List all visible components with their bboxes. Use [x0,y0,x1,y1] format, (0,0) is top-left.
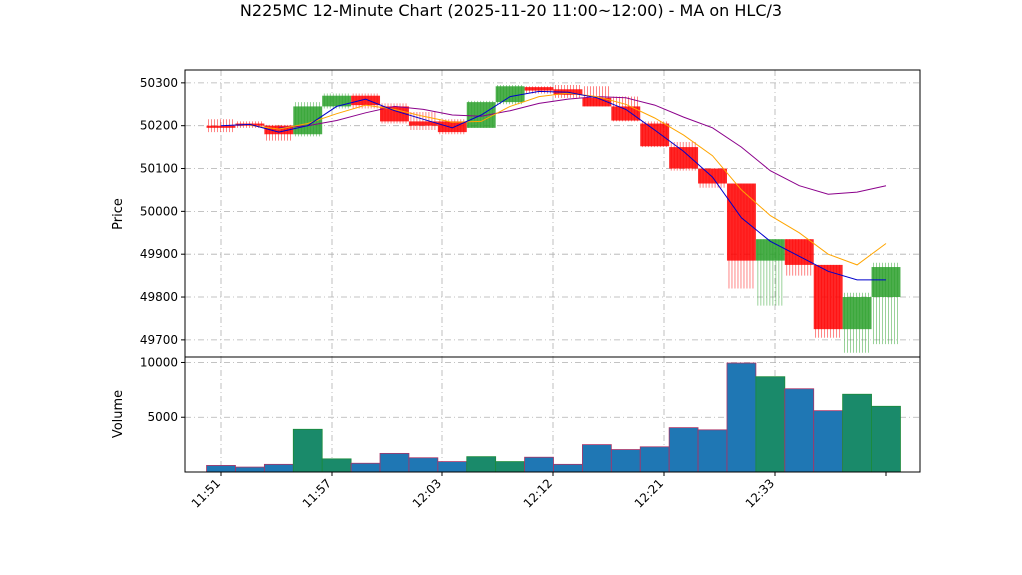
price-tick-label: 50000 [140,204,178,218]
price-tick-label: 49700 [140,333,178,347]
ma-fast-line [220,90,886,281]
price-tick-label: 50200 [140,119,178,133]
volume-bar [350,462,381,473]
candle-body [495,86,525,103]
candle-body [813,264,843,330]
candle-body [206,125,236,128]
candle-body [698,168,727,184]
volume-bar [206,465,236,473]
candle-body [524,87,554,91]
volume-bar [524,456,554,473]
candle-body [264,125,294,135]
volume-bar [726,362,757,473]
volume-bar [408,457,439,473]
x-tick-label: 11:57 [300,476,334,510]
volume-tick-label: 5000 [147,410,178,424]
candle-body [437,121,467,133]
candle-body [842,297,872,330]
volume-bar [610,449,641,473]
price-panel: 49700 49800 49900 50000 50100 50200 50300 [140,69,921,358]
price-tick-label: 50100 [140,162,178,176]
candle-body [755,239,785,261]
chart-title: N225MC 12-Minute Chart (2025-11-20 11:00… [240,1,782,20]
volume-bar [466,456,497,473]
volume-bar [784,388,815,473]
candle-body [322,95,352,107]
volume-bar [235,466,265,473]
volume-bar [668,427,699,473]
volume-tick-label: 10000 [140,355,178,369]
volume-bar [755,376,786,473]
volume-bar [697,429,728,473]
ma-slow-line [278,96,887,195]
volume-bar [582,444,612,473]
x-tick-label: 12:03 [410,476,444,510]
volume-panel: 5000 10000 11:51 11:57 12:03 12:12 12:21 12:33 [140,355,921,511]
volume-bar [437,461,468,473]
price-tick-label: 50300 [140,76,178,90]
price-axis-label: Price [111,198,126,230]
x-tick-label: 12:33 [743,476,777,510]
volume-bar [495,461,525,473]
candle-body [408,121,438,126]
candle-body [726,183,756,261]
volume-bar [321,458,352,473]
x-tick-label: 12:21 [632,476,666,510]
candle-body [669,147,699,169]
x-tick-label: 12:12 [521,476,555,510]
candle-body [582,97,612,107]
volume-bar [553,463,583,473]
ma-mid-line [249,92,887,266]
candle-body [611,106,641,121]
volume-bar [842,393,872,473]
volume-bar [871,405,901,473]
candle-body [380,106,409,122]
candle-wick [410,111,436,130]
volume-bar [263,463,294,473]
volume-bar [379,452,410,473]
volume-bar [292,428,323,473]
price-tick-label: 49900 [140,247,178,261]
candle-body [784,239,814,265]
candle-body [640,123,670,147]
x-tick-label: 11:51 [189,476,223,510]
candle-body [871,267,901,298]
volume-bar [639,446,670,473]
candle-body [351,95,381,106]
volume-bar [813,410,844,473]
volume-axis-label: Volume [111,390,126,438]
price-tick-label: 49800 [140,290,178,304]
